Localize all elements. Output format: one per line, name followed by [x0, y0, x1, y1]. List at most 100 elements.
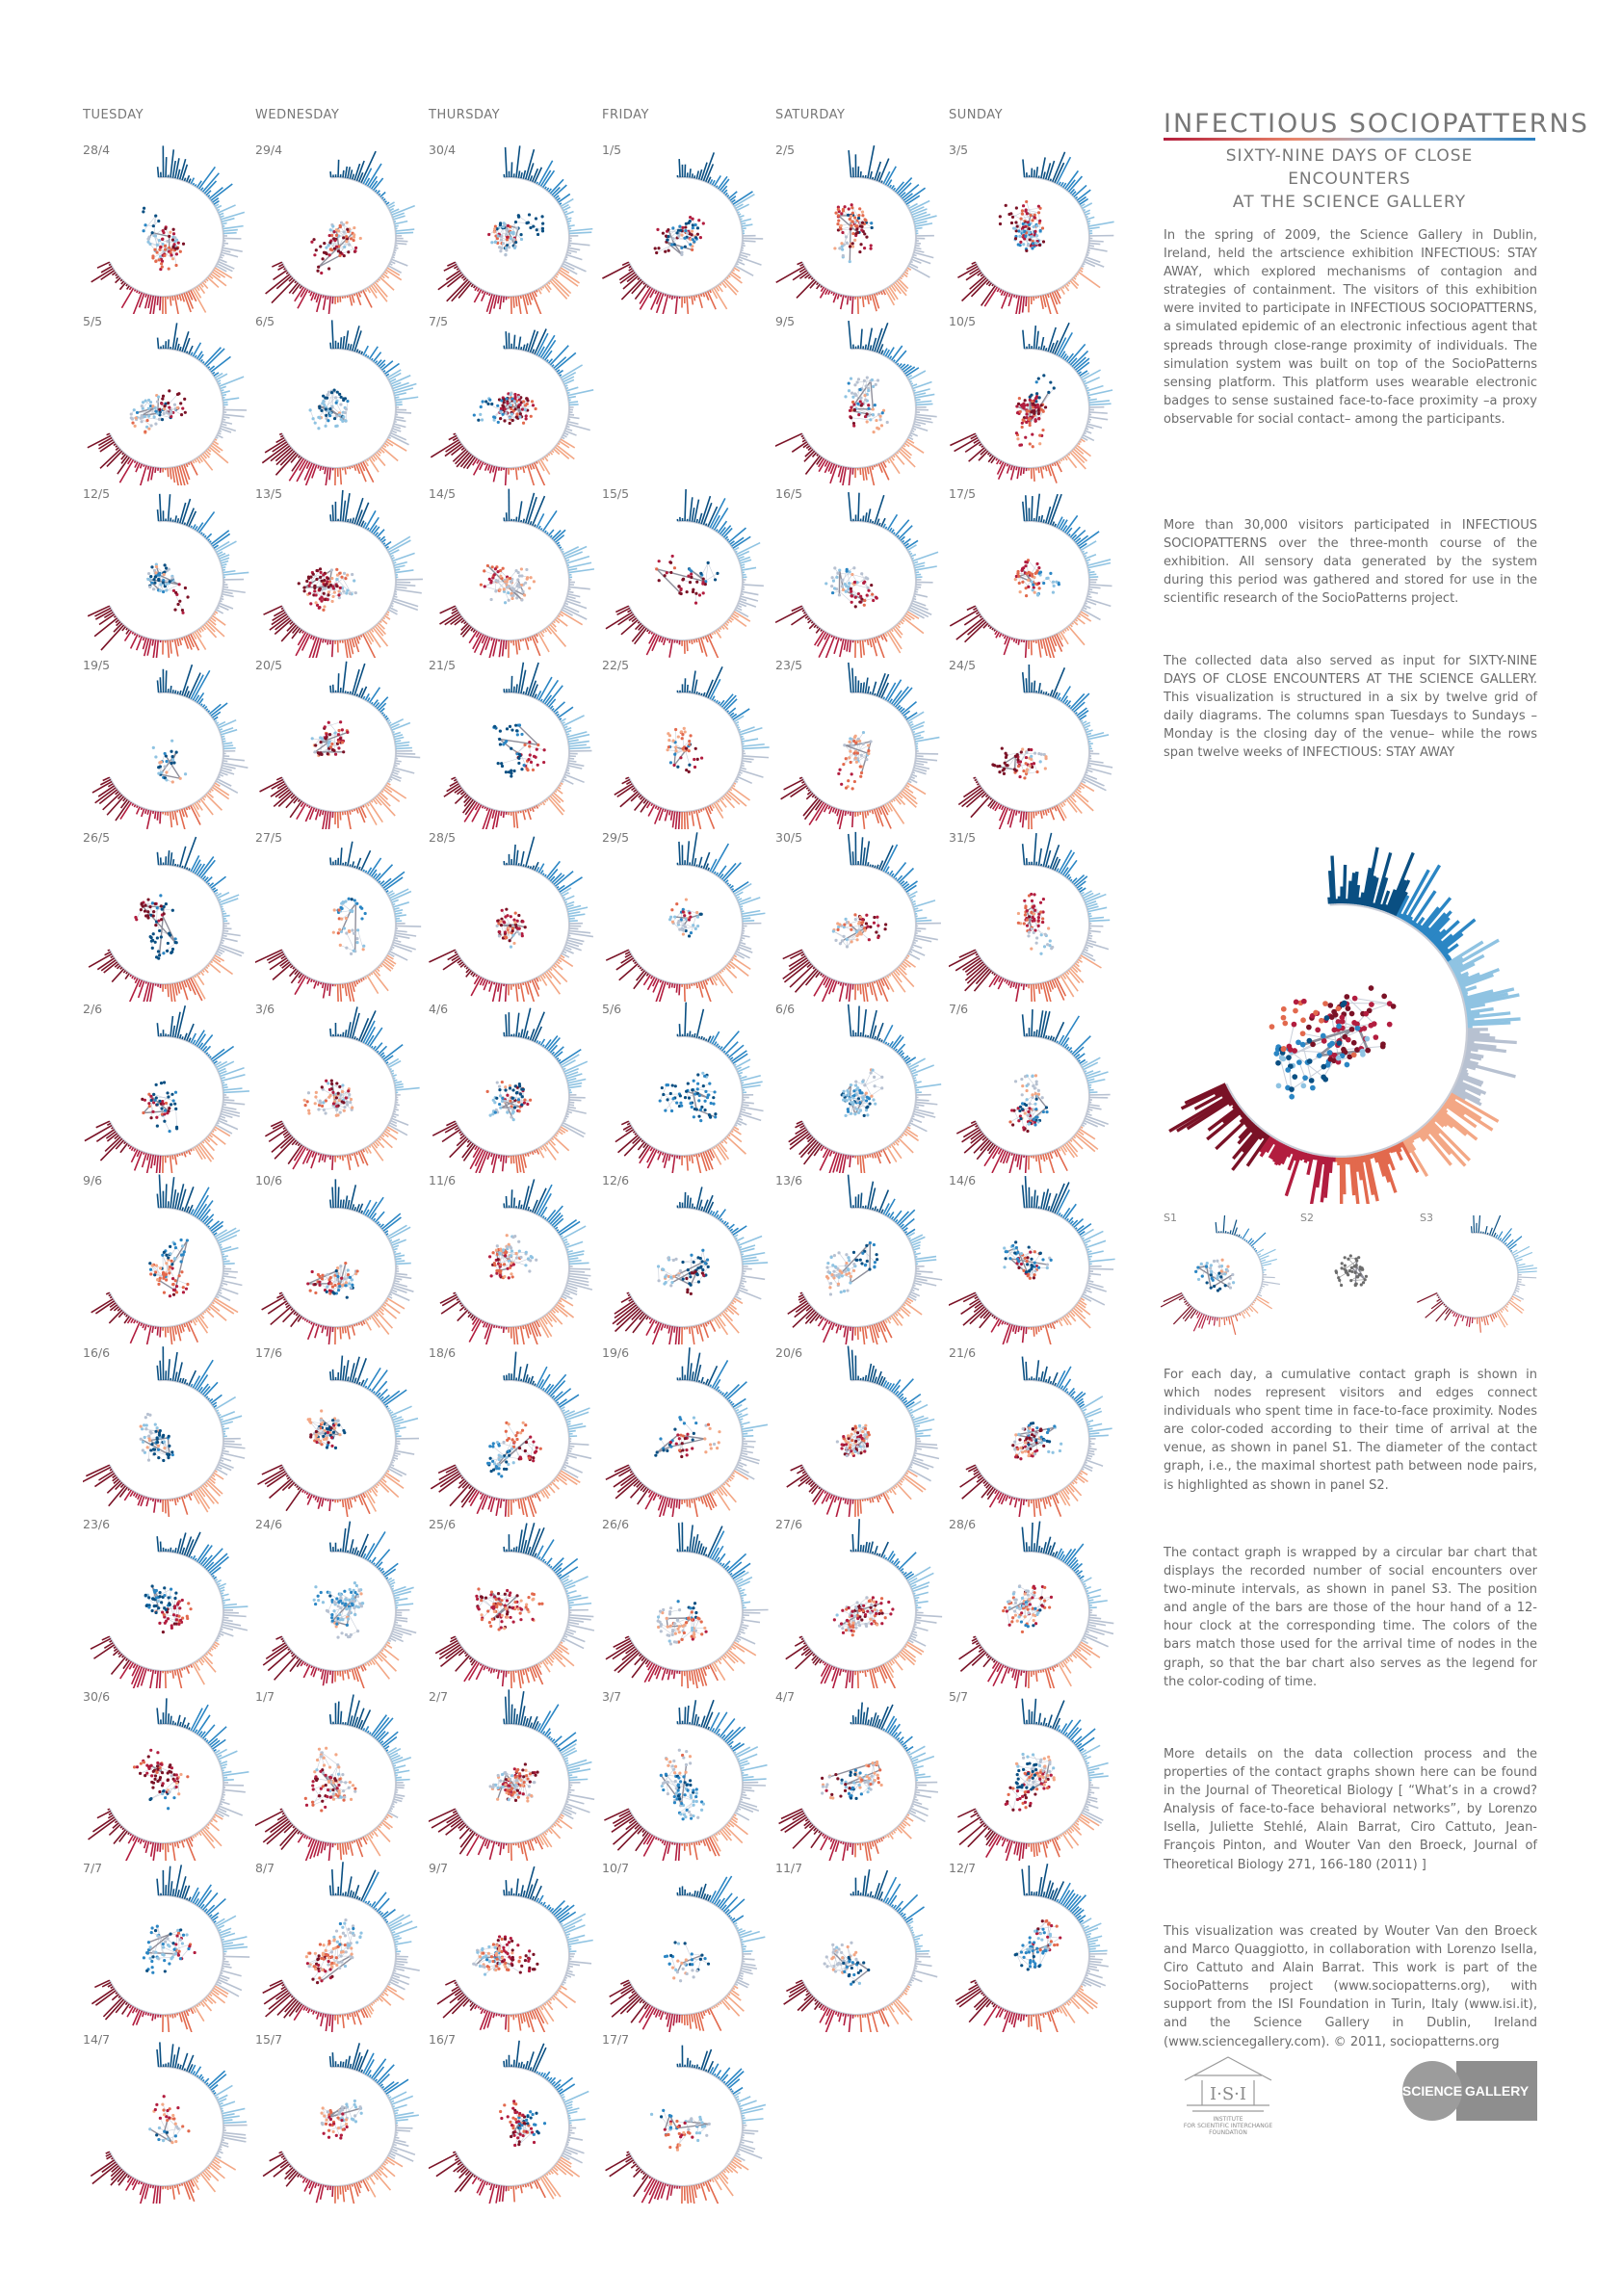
encounter-bar [456, 452, 471, 468]
encounter-bar [848, 663, 852, 693]
encounter-bar [557, 271, 579, 287]
encounter-bar [912, 731, 916, 734]
encounter-bar [370, 457, 376, 463]
encounter-bar [376, 359, 382, 366]
encounter-bar [113, 615, 117, 618]
encounter-bar [181, 498, 192, 525]
visitor-node [852, 408, 856, 412]
encounter-bar [1079, 440, 1083, 444]
encounter-bar [192, 670, 211, 701]
encounter-bar [167, 639, 170, 658]
encounter-bar [1082, 720, 1087, 725]
visitor-node [869, 244, 873, 248]
visitor-node [505, 232, 509, 237]
encounter-bar [737, 726, 741, 729]
encounter-bar [196, 973, 205, 985]
visitor-node [151, 404, 155, 408]
encounter-bar [373, 699, 379, 707]
visitor-node [689, 215, 693, 220]
ring-baseline [454, 519, 570, 641]
encounter-bar [566, 392, 570, 395]
visitor-node [859, 404, 863, 408]
day-diagram: 15/5 [602, 486, 773, 658]
encounter-bar [395, 741, 410, 745]
encounter-bar [1051, 292, 1059, 305]
encounter-bar [738, 602, 747, 608]
visitor-node [536, 763, 539, 768]
visitor-node [850, 203, 853, 207]
encounter-bar [196, 863, 206, 875]
encounter-bar [915, 245, 920, 248]
encounter-bar [566, 595, 576, 600]
encounter-bar [553, 276, 572, 295]
encounter-bar [394, 220, 408, 225]
encounter-bar [724, 535, 729, 539]
encounter-bar [389, 378, 397, 383]
encounter-bar [190, 461, 198, 477]
visitor-node [345, 240, 349, 244]
encounter-bar [145, 810, 152, 830]
visitor-node [169, 230, 172, 234]
encounter-bar [1086, 597, 1112, 607]
visitor-node [334, 396, 338, 400]
encounter-bar [729, 196, 737, 201]
visitor-node [519, 567, 524, 571]
encounter-bar [541, 286, 545, 289]
encounter-bar [314, 809, 320, 821]
visitor-node [1023, 399, 1027, 403]
visitor-node [1021, 418, 1025, 422]
visitor-node [1051, 580, 1056, 584]
encounter-bar [271, 613, 288, 626]
encounter-bar [1017, 639, 1021, 645]
encounter-bar [176, 639, 180, 646]
visitor-node [494, 589, 498, 593]
encounter-bar [381, 712, 384, 715]
encounter-bar [567, 762, 585, 768]
encounter-bar [1044, 465, 1048, 472]
visitor-node [493, 416, 497, 420]
encounter-bar [909, 380, 912, 383]
encounter-bar [866, 639, 870, 645]
encounter-bar [387, 265, 403, 274]
visitor-node [1040, 226, 1045, 230]
visitor-node [1030, 758, 1033, 762]
encounter-bar [368, 801, 383, 823]
visitor-node [515, 412, 519, 417]
encounter-bar [867, 686, 871, 694]
encounter-bar [551, 794, 562, 804]
visitor-node [165, 778, 169, 782]
encounter-bar [222, 397, 240, 402]
encounter-bar [392, 428, 402, 433]
encounter-bar [395, 242, 407, 246]
encounter-bar [98, 439, 114, 451]
encounter-bar [382, 541, 386, 545]
encounter-bar [908, 370, 927, 381]
encounter-bar [977, 783, 980, 786]
encounter-bar [876, 464, 878, 468]
visitor-node [862, 379, 867, 383]
encounter-bar [200, 859, 216, 878]
encounter-bar [911, 430, 915, 433]
encounter-bar [457, 789, 464, 796]
encounter-bar [376, 696, 389, 710]
encounter-bar [209, 881, 215, 887]
visitor-node [141, 401, 145, 404]
encounter-bar [501, 639, 505, 657]
encounter-bar [906, 543, 917, 551]
encounter-bar [554, 274, 559, 278]
visitor-node [1029, 213, 1033, 218]
encounter-bar [631, 280, 644, 295]
visitor-node [515, 584, 519, 587]
encounter-bar [893, 532, 896, 535]
encounter-bar [1076, 707, 1087, 717]
encounter-bar [668, 639, 671, 643]
encounter-bar [729, 273, 743, 284]
visitor-node [159, 245, 163, 249]
visitor-node [166, 239, 170, 244]
visitor-node [1038, 219, 1042, 222]
day-diagram: 22/5 [602, 658, 773, 830]
visitor-node [1014, 206, 1018, 210]
encounter-bar [188, 867, 191, 871]
visitor-node [684, 228, 688, 233]
visitor-node [509, 393, 512, 397]
